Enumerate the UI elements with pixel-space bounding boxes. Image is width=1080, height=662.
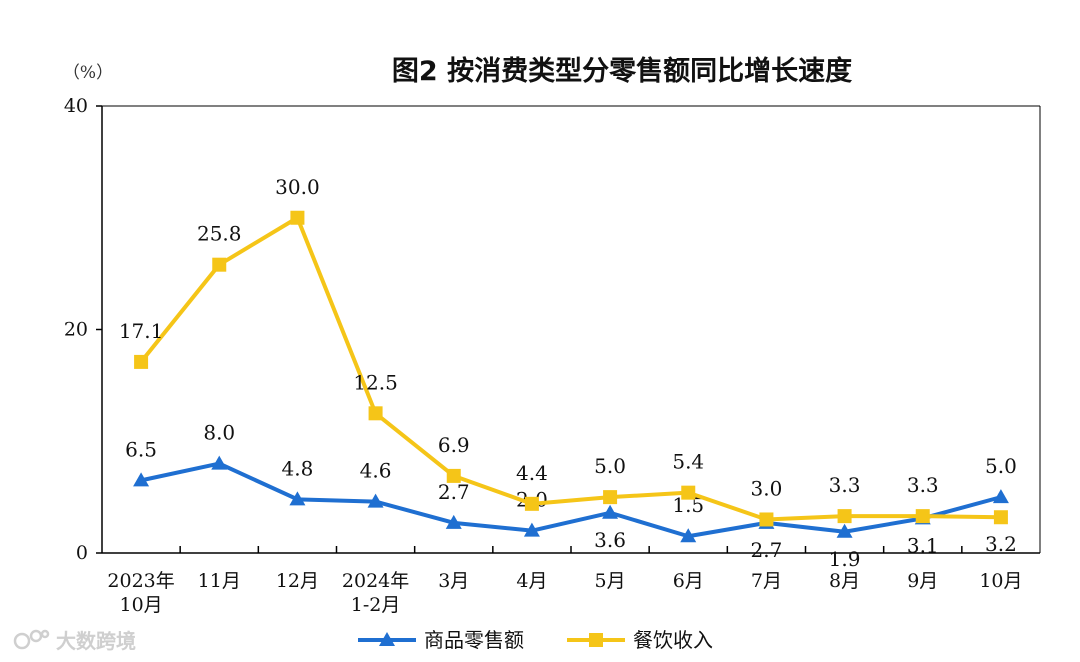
legend-label: 餐饮收入 xyxy=(633,628,713,652)
data-label: 5.4 xyxy=(672,450,704,474)
data-label: 3.0 xyxy=(751,476,783,500)
watermark-logo-icon xyxy=(13,629,50,650)
legend-item-1: 商品零售额 xyxy=(358,628,524,652)
legend-item-2: 餐饮收入 xyxy=(567,628,713,652)
data-label: 8.0 xyxy=(203,421,235,445)
data-label: 12.5 xyxy=(353,370,398,394)
data-label: 2.7 xyxy=(751,538,783,562)
data-point xyxy=(759,512,774,527)
x-tick-label: 12月 xyxy=(276,570,319,592)
data-point xyxy=(837,509,852,524)
data-point xyxy=(133,472,150,487)
x-tick-label: 1-2月 xyxy=(351,594,401,616)
x-tick-label: 5月 xyxy=(595,570,626,592)
data-label: 4.8 xyxy=(282,456,314,480)
data-point xyxy=(290,210,305,225)
data-point xyxy=(836,523,853,538)
x-tick-label: 4月 xyxy=(516,570,547,592)
series-1: 6.58.04.84.62.72.03.61.52.71.93.15.0 xyxy=(125,421,1017,571)
data-point xyxy=(367,493,384,508)
data-label: 4.6 xyxy=(360,459,392,483)
data-label: 1.9 xyxy=(829,547,861,571)
data-point xyxy=(992,489,1009,504)
legend-marker xyxy=(589,633,603,647)
x-tick-label: 10月 xyxy=(119,594,162,616)
data-point xyxy=(446,468,461,483)
data-label: 5.0 xyxy=(594,454,626,478)
legend-label: 商品零售额 xyxy=(424,628,524,652)
chart-title: 图2 按消费类型分零售额同比增长速度 xyxy=(392,55,852,87)
data-label: 30.0 xyxy=(275,175,320,199)
data-label: 4.4 xyxy=(516,461,548,485)
data-point xyxy=(680,528,697,543)
x-tick-label: 7月 xyxy=(751,570,782,592)
legend: 商品零售额 餐饮收入 xyxy=(358,628,713,652)
data-label: 6.5 xyxy=(125,437,157,461)
series-line xyxy=(140,461,1002,539)
y-unit-label: （%） xyxy=(63,63,113,83)
data-label: 3.1 xyxy=(907,533,939,557)
y-ticks: 0 20 40 xyxy=(64,95,102,564)
x-tick-label: 6月 xyxy=(673,570,704,592)
data-point xyxy=(602,504,619,519)
legend-marker xyxy=(379,632,395,646)
data-point xyxy=(681,485,696,500)
data-point xyxy=(134,354,149,369)
data-label: 3.3 xyxy=(907,473,939,497)
x-tick-label: 10月 xyxy=(979,570,1022,592)
x-tick-label: 9月 xyxy=(907,570,938,592)
x-tick-label: 2023年 xyxy=(107,570,174,592)
data-point xyxy=(289,491,306,506)
data-point xyxy=(993,510,1008,525)
x-tick-label: 11月 xyxy=(198,570,241,592)
series-line xyxy=(139,215,1001,522)
y-tick-label: 40 xyxy=(64,95,88,117)
data-label: 3.3 xyxy=(829,473,861,497)
watermark-text: 大数跨境 xyxy=(56,629,136,653)
data-point xyxy=(524,496,539,511)
x-tick-label: 8月 xyxy=(829,570,860,592)
data-point xyxy=(445,514,462,529)
y-tick-label: 0 xyxy=(76,542,88,564)
data-label: 5.0 xyxy=(985,454,1017,478)
data-label: 2.7 xyxy=(438,480,470,504)
watermark: 大数跨境 xyxy=(13,629,136,653)
data-point xyxy=(212,257,227,272)
series-2: 17.1 25.8 30.0 12.5 6.9 4.4 5.0 5.4 3.0 3.3 3.3 3.2 xyxy=(119,175,1017,556)
data-label: 17.1 xyxy=(119,319,164,343)
data-point xyxy=(368,406,383,421)
data-label: 25.8 xyxy=(197,222,242,246)
data-point xyxy=(211,455,228,470)
data-label: 3.6 xyxy=(594,528,626,552)
data-label: 6.9 xyxy=(438,433,470,457)
series-layer: 6.58.04.84.62.72.03.61.52.71.93.15.017.1… xyxy=(119,175,1017,571)
data-label: 3.2 xyxy=(985,532,1017,556)
data-point xyxy=(915,509,930,524)
data-point xyxy=(523,522,540,537)
x-tick-label: 3月 xyxy=(438,570,469,592)
data-point xyxy=(603,490,618,505)
y-tick-label: 20 xyxy=(64,319,88,341)
x-tick-label: 2024年 xyxy=(342,570,409,592)
